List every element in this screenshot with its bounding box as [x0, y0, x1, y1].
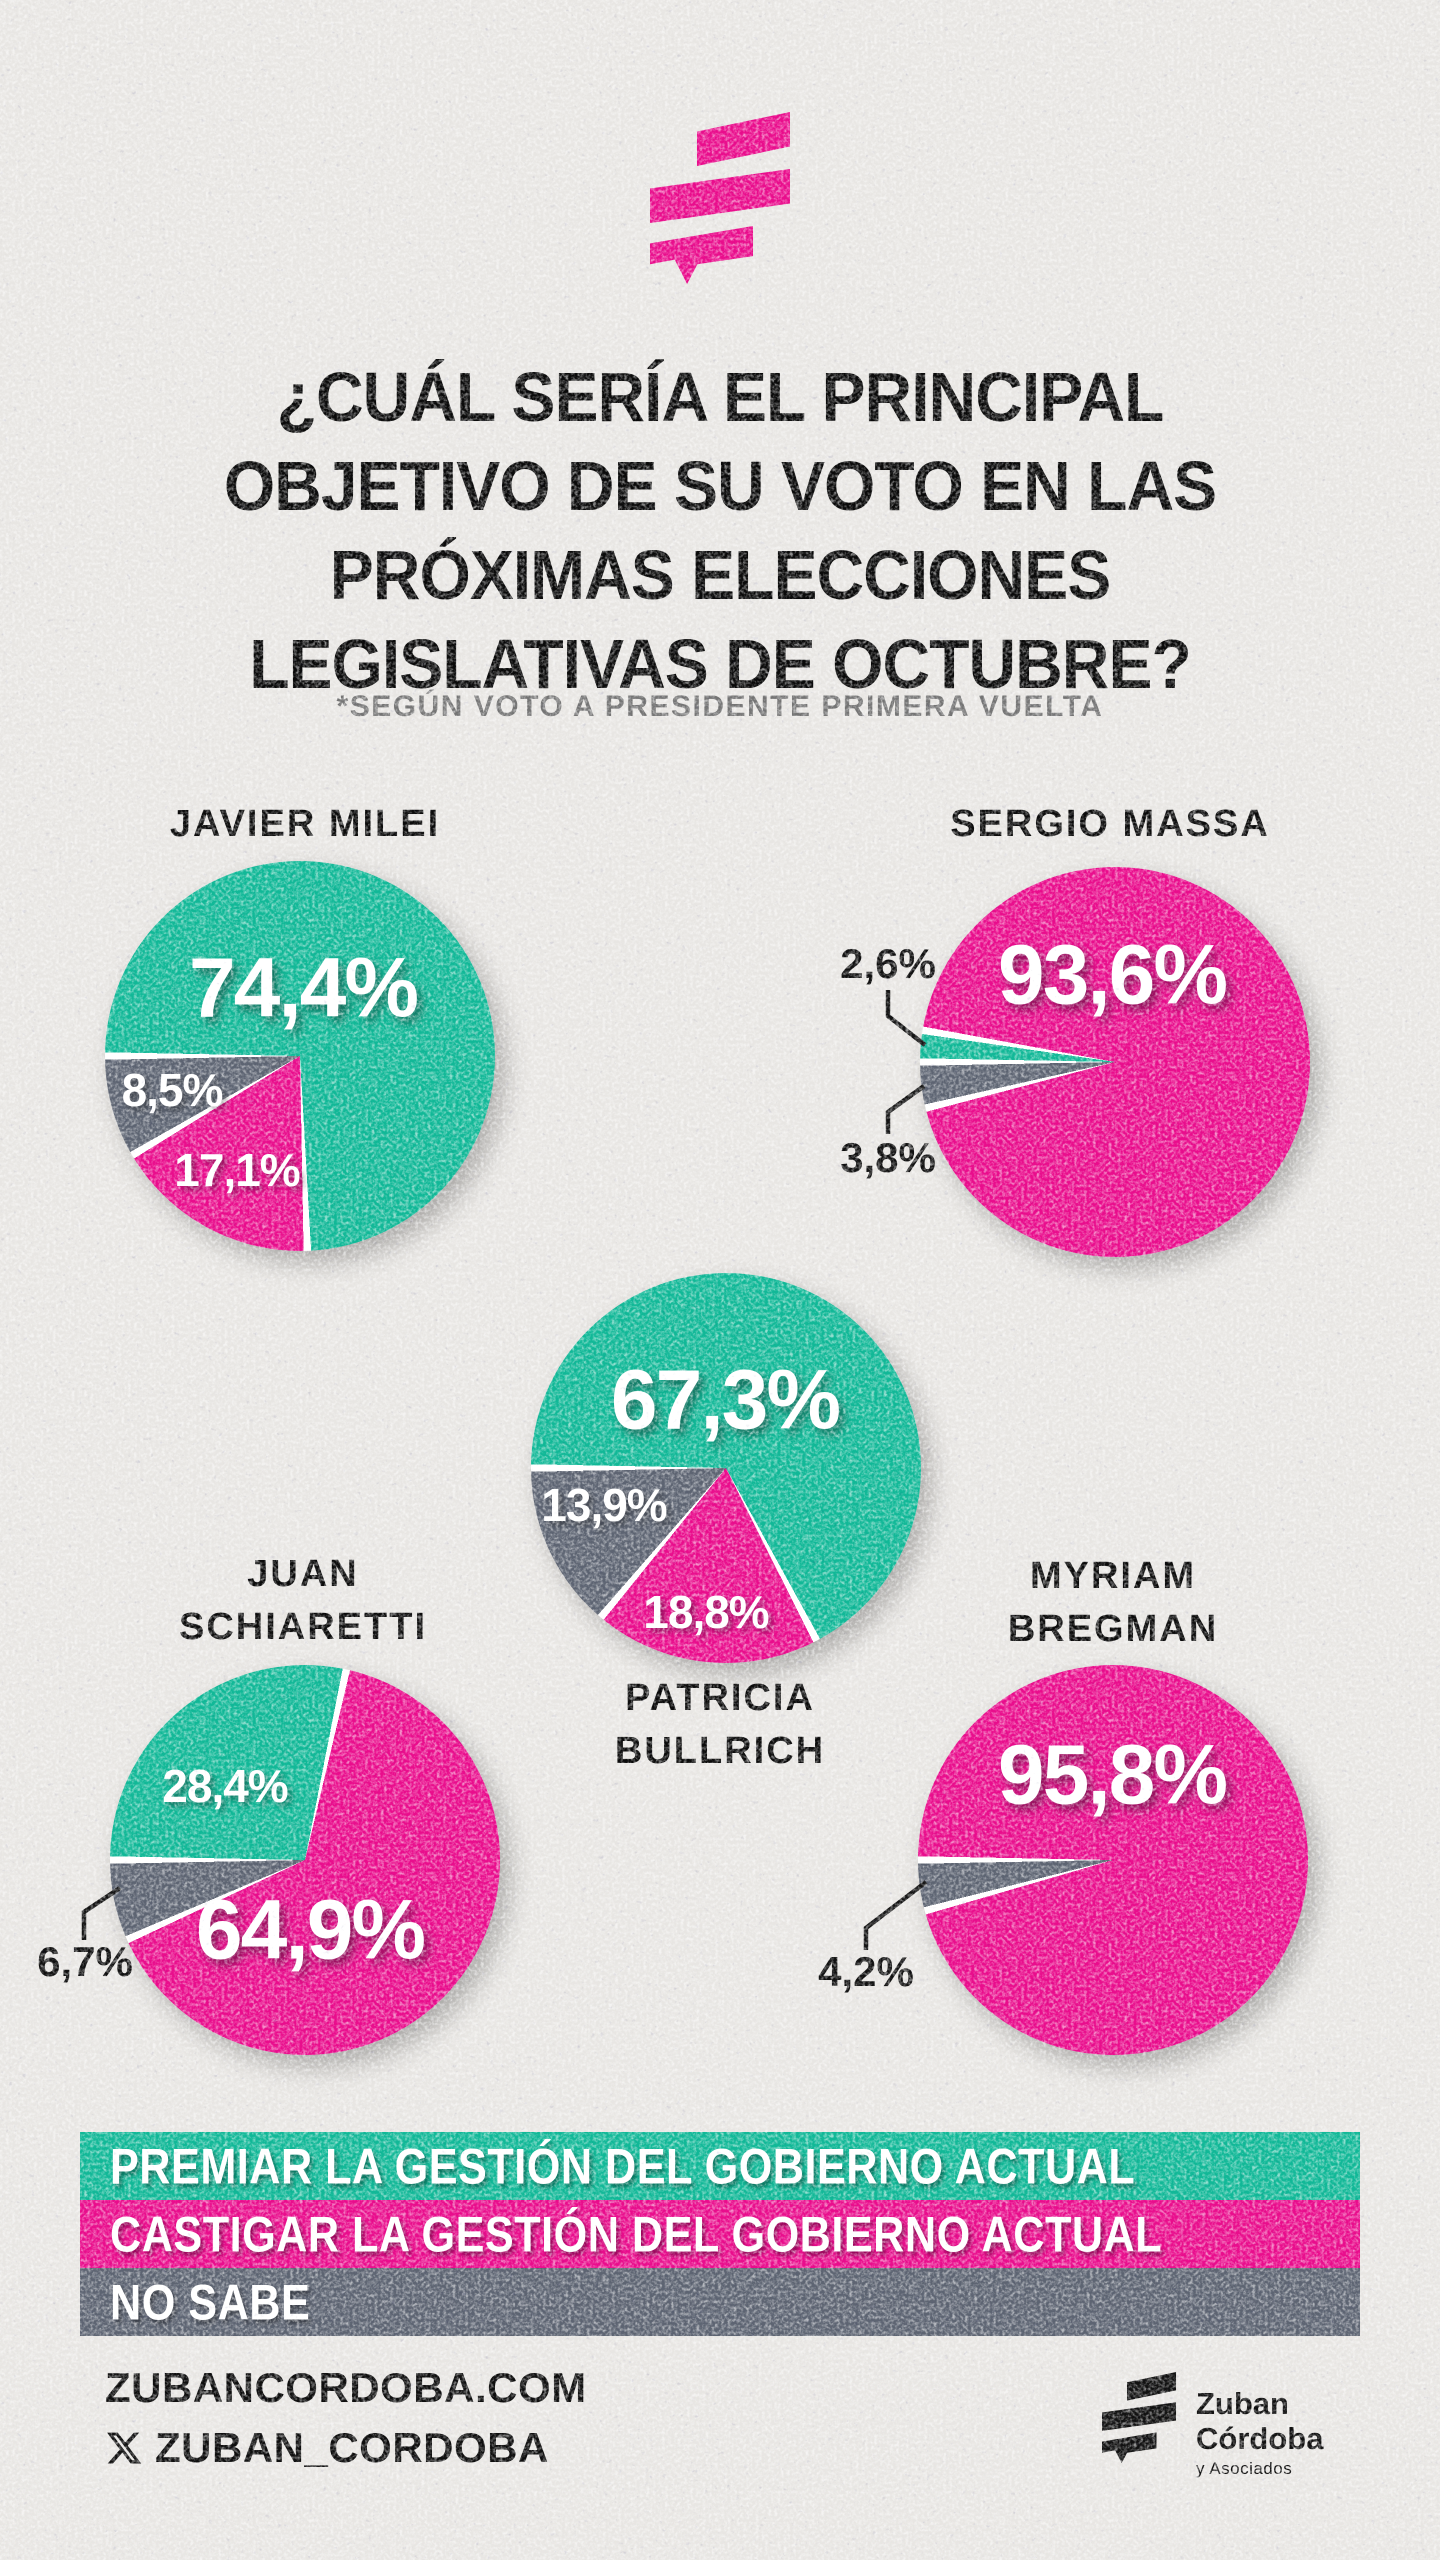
slice-label-schiaretti-nosabe: 6,7%	[37, 1938, 133, 1985]
slice-label-bullrich-nosabe: 13,9%	[541, 1479, 667, 1531]
leader-line-massa-nosabe	[885, 1084, 926, 1134]
slice-label-bullrich-premiar: 67,3%	[610, 1352, 841, 1447]
leader-line-schiaretti-nosabe	[81, 1886, 122, 1940]
slice-label-schiaretti-premiar: 28,4%	[162, 1760, 288, 1812]
slice-label-milei-premiar: 74,4%	[188, 940, 419, 1035]
slice-label-massa-castigar: 93,6%	[997, 927, 1228, 1022]
slice-label-massa-premiar: 2,6%	[840, 940, 936, 987]
slice-label-milei-castigar: 17,1%	[174, 1144, 300, 1196]
slice-label-milei-nosabe: 8,5%	[121, 1064, 224, 1116]
slice-label-bregman-nosabe: 4,2%	[818, 1948, 914, 1995]
leader-line-bregman-nosabe	[863, 1880, 928, 1950]
slice-label-massa-nosabe: 3,8%	[840, 1134, 936, 1181]
slice-label-bregman-castigar: 95,8%	[997, 1727, 1228, 1822]
slice-label-schiaretti-castigar: 64,9%	[195, 1882, 426, 1977]
slice-label-bullrich-castigar: 18,8%	[643, 1586, 769, 1638]
leader-line-massa-premiar	[885, 990, 927, 1047]
